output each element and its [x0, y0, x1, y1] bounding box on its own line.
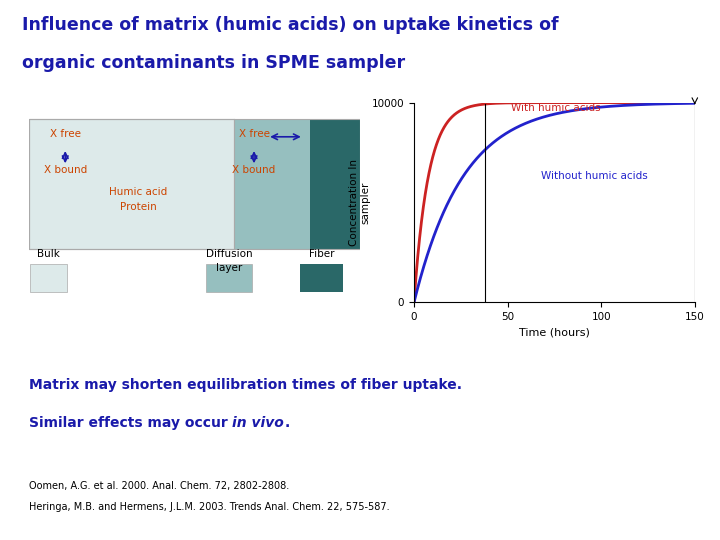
Text: Without humic acids: Without humic acids [541, 171, 648, 180]
Text: Protein: Protein [120, 202, 156, 212]
Text: Matrix may shorten equilibration times of fiber uptake.: Matrix may shorten equilibration times o… [29, 378, 462, 392]
Text: Oomen, A.G. et al. 2000. Anal. Chem. 72, 2802-2808.: Oomen, A.G. et al. 2000. Anal. Chem. 72,… [29, 481, 289, 491]
Text: in vivo: in vivo [233, 416, 284, 430]
Bar [234, 119, 310, 249]
Bar [310, 119, 360, 249]
Bar [206, 264, 253, 292]
Y-axis label: Concentration In
sampler: Concentration In sampler [348, 159, 370, 246]
Bar [29, 119, 360, 249]
Text: Similar effects may occur: Similar effects may occur [29, 416, 233, 430]
Text: X bound: X bound [44, 165, 87, 174]
Text: X free: X free [50, 129, 81, 139]
Text: layer: layer [216, 264, 243, 273]
Text: .: . [284, 416, 289, 430]
Text: Heringa, M.B. and Hermens, J.L.M. 2003. Trends Anal. Chem. 22, 575-587.: Heringa, M.B. and Hermens, J.L.M. 2003. … [29, 502, 390, 512]
Text: Influence of matrix (humic acids) on uptake kinetics of: Influence of matrix (humic acids) on upt… [22, 16, 558, 34]
X-axis label: Time (hours): Time (hours) [519, 328, 590, 338]
Bar [300, 264, 343, 292]
Text: Diffusion: Diffusion [206, 249, 253, 259]
Bar [29, 119, 234, 249]
Text: Humic acid: Humic acid [109, 187, 167, 198]
Text: X free: X free [238, 129, 269, 139]
Text: Fiber: Fiber [309, 249, 335, 259]
Text: organic contaminants in SPME sampler: organic contaminants in SPME sampler [22, 54, 405, 72]
Text: With humic acids: With humic acids [511, 103, 601, 113]
Text: X bound: X bound [233, 165, 276, 174]
Bar [30, 264, 67, 292]
Text: Bulk: Bulk [37, 249, 60, 259]
